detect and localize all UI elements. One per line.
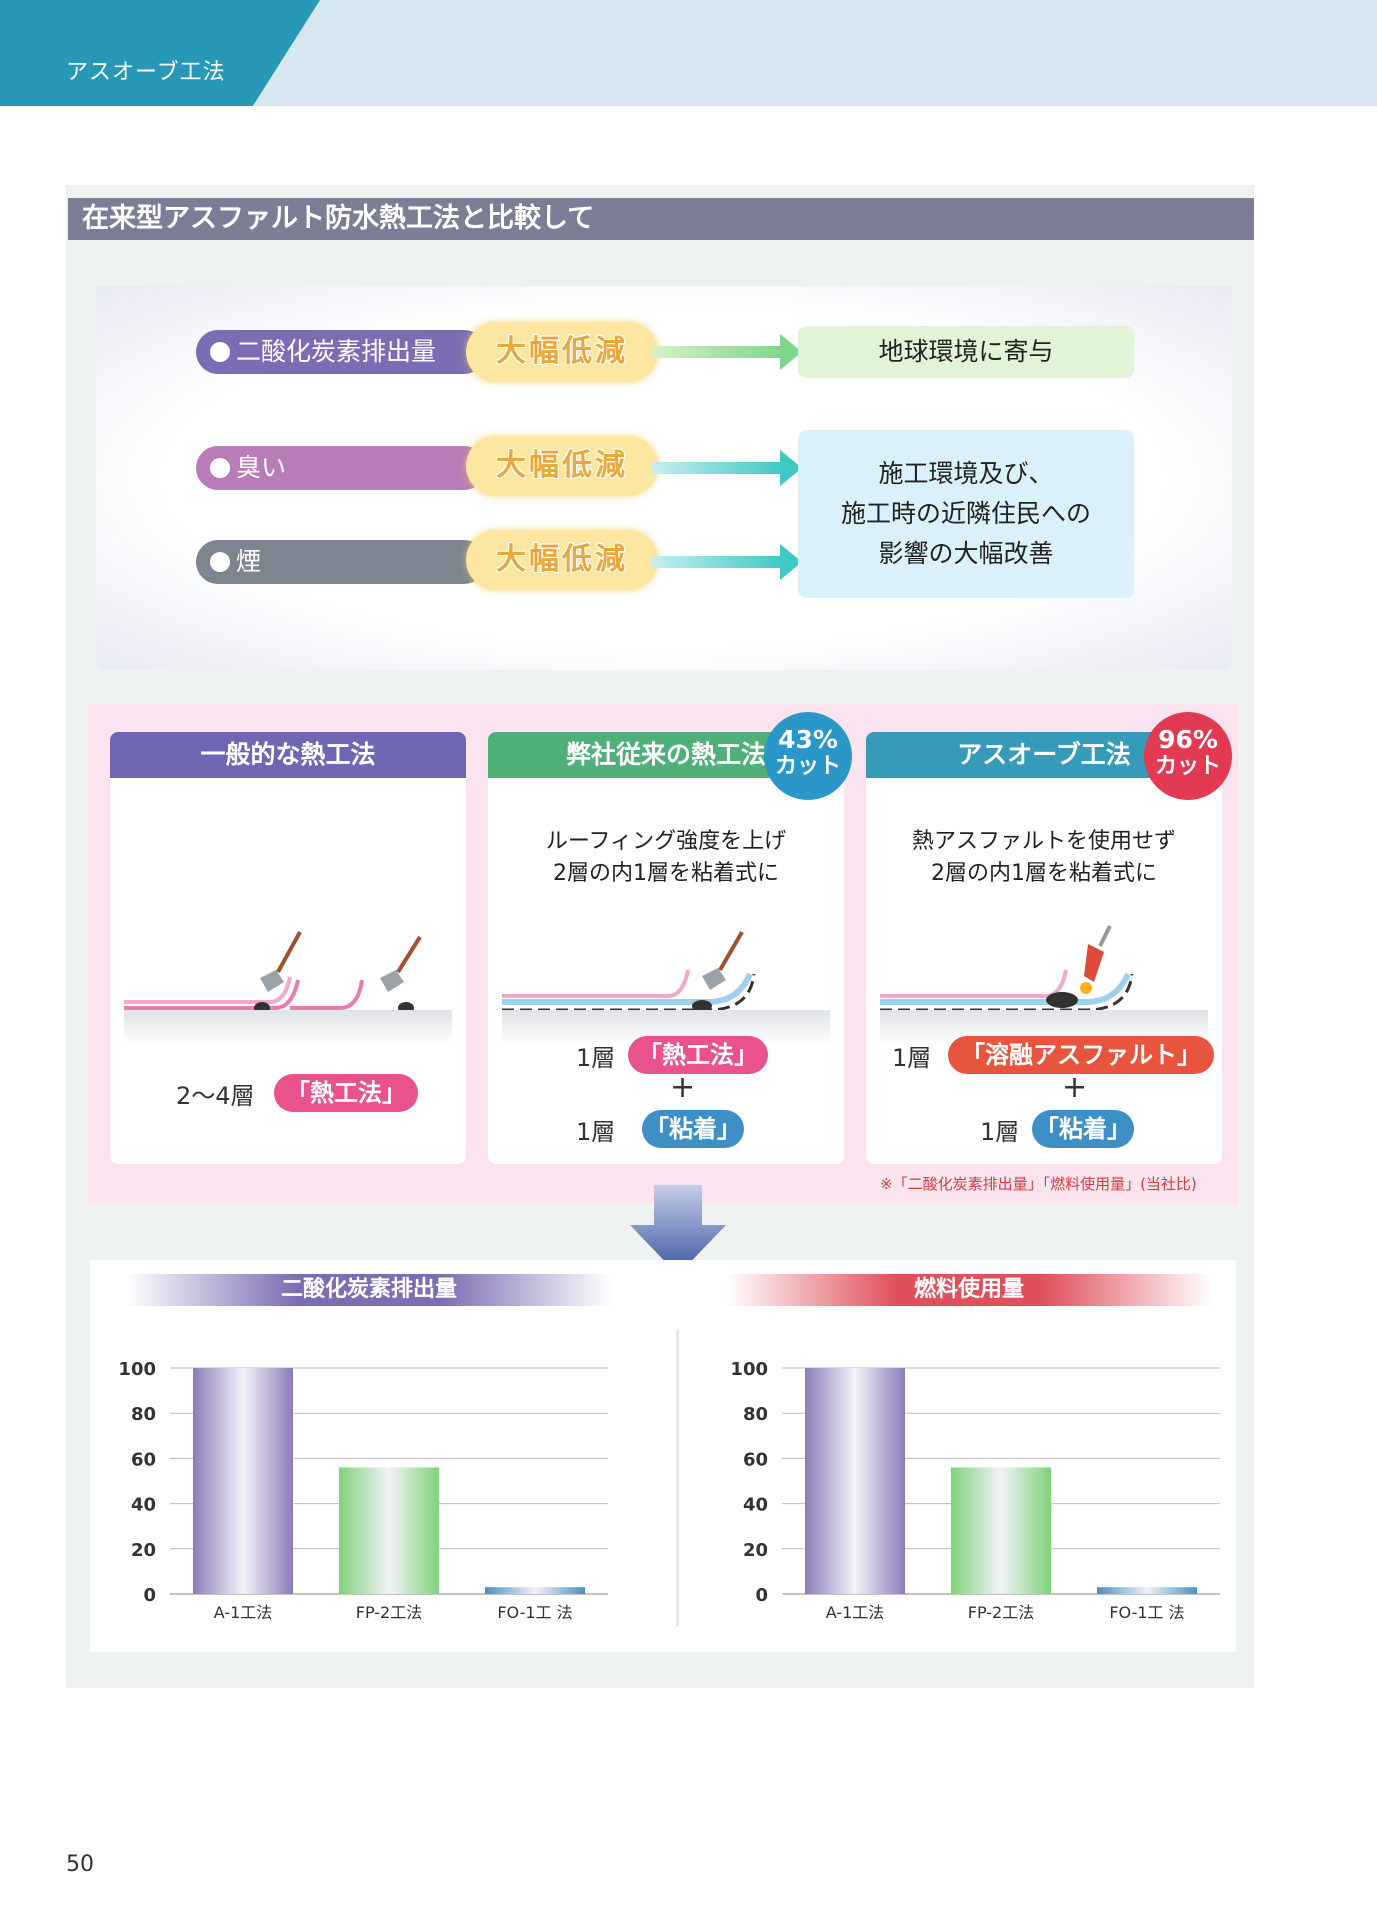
arrow-icon xyxy=(652,544,802,580)
bar xyxy=(805,1368,905,1594)
bar xyxy=(193,1368,293,1594)
bar xyxy=(485,1587,585,1594)
y-tick-label: 100 xyxy=(118,1359,156,1380)
x-tick-label: FO-1工 法 xyxy=(1109,1603,1184,1622)
item-odor-pill: 臭い xyxy=(196,446,486,490)
layer-count: 1層 xyxy=(576,1044,616,1072)
bullet-icon xyxy=(210,458,230,478)
card-description: 熱アスファルトを使用せず 2層の内1層を粘着式に xyxy=(866,826,1222,890)
method-card-asorb: アスオーブ工法 熱アスファルトを使用せず 2層の内1層を粘着式に 1層 「溶融ア… xyxy=(866,732,1222,1164)
y-tick-label: 80 xyxy=(743,1404,768,1425)
cut-badge-43: 43% カット xyxy=(764,712,852,800)
plus-icon: + xyxy=(1062,1070,1088,1105)
method-tag: 「熱工法」 xyxy=(628,1036,768,1074)
bullet-icon xyxy=(210,552,230,572)
x-tick-label: A-1工法 xyxy=(826,1603,885,1622)
bar xyxy=(951,1467,1051,1594)
method-tag: 「粘着」 xyxy=(642,1110,744,1148)
item-label: 二酸化炭素排出量 xyxy=(236,337,437,366)
result-global-environment: 地球環境に寄与 xyxy=(798,326,1134,378)
bullet-icon xyxy=(210,342,230,362)
section-label: アスオーブ工法 xyxy=(66,60,226,85)
result-line: 施工環境及び、 xyxy=(878,459,1054,488)
section-title: 在来型アスファルト防水熱工法と比較して xyxy=(68,198,1254,240)
y-tick-label: 80 xyxy=(131,1404,156,1425)
fuel-bar-chart: 0 20 40 60 80 100 A-1工法 FP-2工法 FO-1工 法 xyxy=(730,1359,1220,1622)
method-tag: 「熱工法」 xyxy=(274,1074,418,1112)
y-tick-label: 60 xyxy=(743,1449,768,1470)
item-label: 臭い xyxy=(236,453,287,482)
result-line: 施工時の近隣住民への xyxy=(840,499,1091,528)
card-description: ルーフィング強度を上げ 2層の内1層を粘着式に xyxy=(488,826,844,890)
method-tag: 「粘着」 xyxy=(1032,1110,1134,1148)
cut-label: カット xyxy=(1154,754,1221,779)
method-card-previous: 弊社従来の熱工法 ルーフィング強度を上げ 2層の内1層を粘着式に 1層 「熱工法… xyxy=(488,732,844,1164)
co2-bar-chart: 0 20 40 60 80 100 A-1工法 FP-2工法 FO-1工 法 xyxy=(118,1359,608,1622)
y-tick-label: 20 xyxy=(131,1540,156,1561)
chart-divider xyxy=(676,1330,679,1626)
x-tick-label: FP-2工法 xyxy=(968,1603,1034,1622)
bar xyxy=(1097,1587,1197,1594)
layer-count: 1層 xyxy=(980,1118,1020,1146)
down-arrow-icon xyxy=(630,1185,726,1275)
y-tick-label: 100 xyxy=(730,1359,768,1380)
item-smoke-pill: 煙 xyxy=(196,540,486,584)
method-tag: 「溶融アスファルト」 xyxy=(948,1036,1214,1074)
y-tick-label: 0 xyxy=(143,1585,156,1606)
item-label: 煙 xyxy=(236,547,262,576)
result-work-environment: 施工環境及び、 施工時の近隣住民への 影響の大幅改善 xyxy=(798,430,1134,598)
page-number: 50 xyxy=(66,1852,94,1877)
roofing-diagram xyxy=(880,925,1134,1012)
chart-title-co2: 二酸化炭素排出量 xyxy=(126,1274,612,1306)
card-title: 一般的な熱工法 xyxy=(110,732,466,778)
description-line: 2層の内1層を粘着式に xyxy=(553,861,779,886)
y-tick-label: 0 xyxy=(755,1585,768,1606)
x-tick-label: FP-2工法 xyxy=(356,1603,422,1622)
result-line: 影響の大幅改善 xyxy=(878,539,1054,568)
y-tick-label: 40 xyxy=(131,1495,156,1516)
x-tick-label: A-1工法 xyxy=(214,1603,273,1622)
layer-count: 1層 xyxy=(576,1118,616,1146)
description-line: 2層の内1層を粘着式に xyxy=(931,861,1157,886)
plus-icon: + xyxy=(670,1070,696,1105)
layer-count: 1層 xyxy=(892,1044,932,1072)
bar xyxy=(339,1467,439,1594)
ground-surface xyxy=(124,1010,452,1046)
cut-badge-96: 96% カット xyxy=(1144,712,1232,800)
reduction-badge: 大幅低減 xyxy=(466,436,658,496)
arrow-icon xyxy=(652,450,802,486)
cut-percent: 43% xyxy=(778,725,838,754)
y-tick-label: 20 xyxy=(743,1540,768,1561)
roofing-diagram xyxy=(502,930,756,1012)
description-line: 熱アスファルトを使用せず xyxy=(911,829,1176,854)
cut-label: カット xyxy=(774,754,841,779)
cut-percent: 96% xyxy=(1158,725,1218,754)
result-line: 地球環境に寄与 xyxy=(878,337,1054,366)
y-tick-label: 40 xyxy=(743,1495,768,1516)
item-co2-pill: 二酸化炭素排出量 xyxy=(196,330,486,374)
arrow-icon xyxy=(652,334,802,370)
layer-count: 2〜4層 xyxy=(176,1082,255,1110)
reduction-badge: 大幅低減 xyxy=(466,322,658,382)
roofing-diagram xyxy=(124,931,422,1014)
y-tick-label: 60 xyxy=(131,1449,156,1470)
footnote: ※「二酸化炭素排出量」「燃料使用量」(当社比) xyxy=(880,1175,1197,1193)
chart-title-fuel: 燃料使用量 xyxy=(726,1274,1212,1306)
description-line: ルーフィング強度を上げ xyxy=(545,829,787,854)
method-card-general: 一般的な熱工法 2〜4層 「熱工法」 xyxy=(110,732,466,1164)
reduction-badge: 大幅低減 xyxy=(466,530,658,590)
x-tick-label: FO-1工 法 xyxy=(497,1603,572,1622)
